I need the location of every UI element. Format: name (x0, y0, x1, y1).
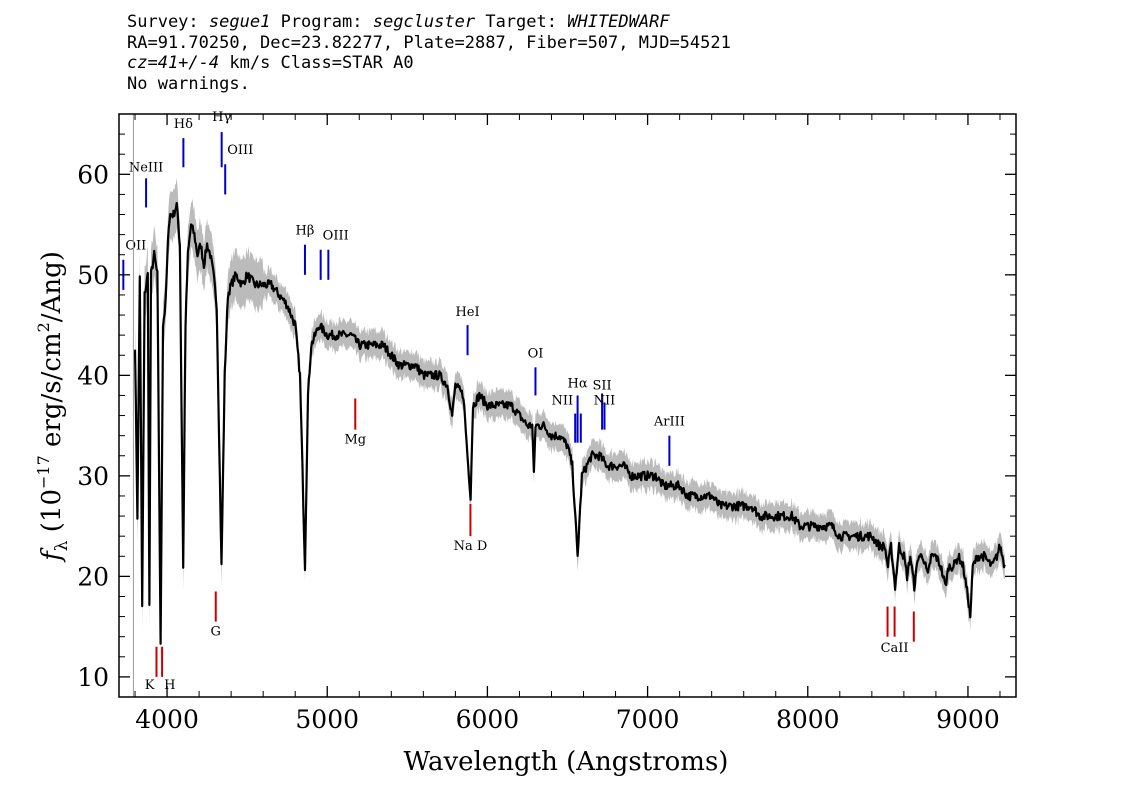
y-tick-label: 40 (77, 361, 109, 390)
y-axis-title: fλ (10−17 erg/s/cm2/Ang) (34, 251, 72, 563)
target-value: WHITEDWARF (567, 12, 670, 32)
emission-line-label: SII (593, 378, 612, 393)
emission-line-label: Hα (568, 376, 588, 391)
emission-line-label: Hγ (212, 110, 231, 125)
target-label: Target: (485, 12, 557, 32)
emission-line-label: NII (552, 393, 574, 408)
emission-line-label: Hδ (174, 117, 193, 132)
emission-line-label: HeI (455, 305, 479, 320)
redshift-value: cz=41+/-4 (127, 53, 220, 73)
axis-ticks: 4000 5000 6000 7000 8000 9000 10 20 30 40 50 60 (77, 113, 1016, 734)
x-tick-label: 8000 (776, 705, 840, 734)
x-tick-label: 9000 (936, 705, 1000, 734)
emission-line-label: Hβ (296, 224, 315, 239)
plot-frame (118, 113, 1017, 698)
header-line-4: No warnings. (127, 73, 250, 94)
emission-line-label: NeIII (129, 160, 163, 175)
y-tick-label: 20 (77, 562, 109, 591)
spectrum-header: Survey: segue1 Program: segcluster Targe… (127, 12, 731, 94)
error-band (135, 177, 1005, 667)
absorption-line-label: H (164, 678, 175, 693)
x-tick-label: 5000 (295, 705, 359, 734)
x-tick-label: 7000 (616, 705, 680, 734)
y-axis-lambda: λ (52, 540, 72, 551)
header-line-3: cz=41+/-4 km/s Class=STAR A0 (127, 53, 731, 74)
y-tick-label: 50 (77, 261, 109, 290)
y-axis-open: (10 (37, 489, 67, 541)
absorption-line-label: Na D (454, 539, 488, 554)
header-line-2: RA=91.70250, Dec=23.82277, Plate=2887, F… (127, 32, 731, 53)
header-line-1: Survey: segue1 Program: segcluster Targe… (127, 12, 731, 33)
y-axis-close: /Ang) (37, 251, 67, 322)
y-tick-label: 30 (77, 462, 109, 491)
absorption-line-label: G (211, 625, 221, 640)
absorption-line-label: CaII (881, 641, 909, 656)
survey-value: segue1 (208, 12, 271, 32)
emission-line-label: OII (125, 239, 146, 254)
emission-line-label: OIII (227, 143, 253, 158)
emission-line-label: OI (528, 346, 544, 361)
class-info: km/s Class=STAR A0 (219, 53, 414, 73)
y-axis-units: erg/s/cm (37, 332, 67, 455)
program-value: segcluster (372, 12, 476, 32)
absorption-line-label: Mg (344, 433, 366, 448)
emission-line-label: OIII (323, 229, 349, 244)
y-axis-exponent: −17 (34, 455, 53, 489)
x-axis-title: Wavelength (Angstroms) (404, 747, 729, 777)
program-label: Program: (280, 12, 363, 32)
emission-line-label: ArIII (653, 415, 685, 430)
flux-series (133, 201, 1006, 645)
x-tick-label: 4000 (135, 705, 199, 734)
y-tick-label: 60 (77, 160, 109, 189)
y-tick-label: 10 (77, 663, 109, 692)
survey-label: Survey: (127, 12, 199, 32)
y-axis-exponent-2: 2 (34, 322, 53, 332)
x-tick-label: 6000 (456, 705, 520, 734)
emission-line-label: NII (594, 393, 616, 408)
absorption-line-label: K (145, 678, 155, 693)
